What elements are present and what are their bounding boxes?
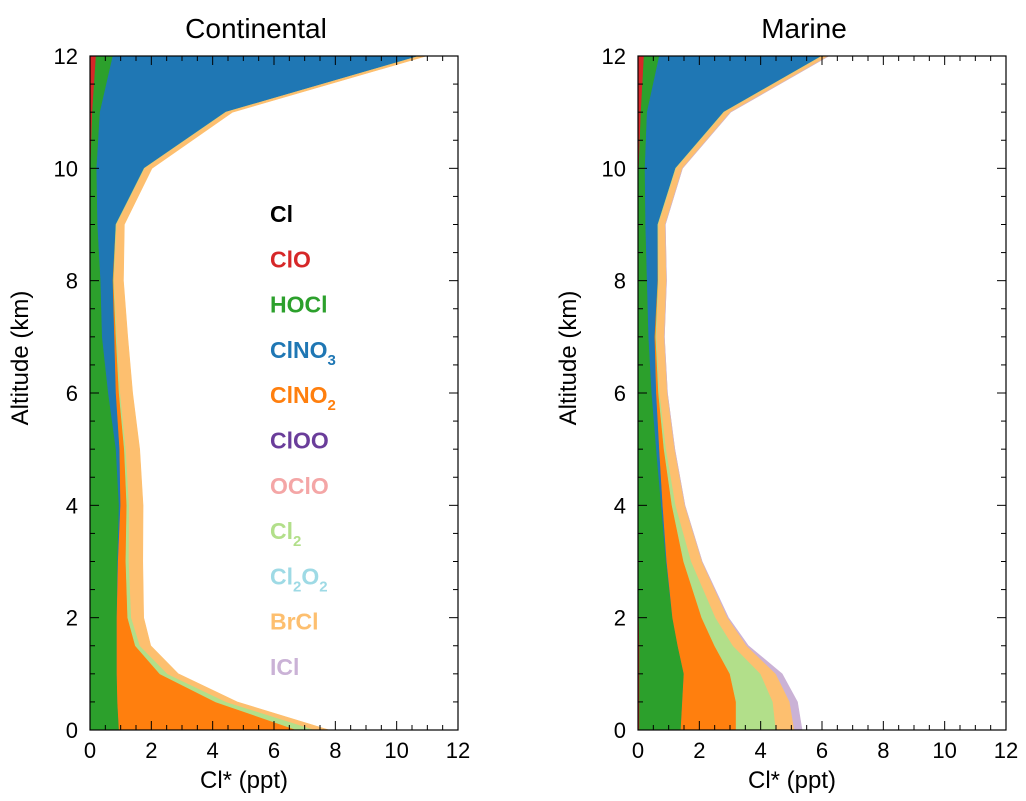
x-tick-label: 6: [816, 738, 828, 763]
x-tick-label: 2: [693, 738, 705, 763]
legend-label-subscript: 2: [319, 578, 327, 595]
axis-ticks: [89, 55, 459, 731]
x-axis-label: Cl* (ppt): [748, 767, 836, 794]
x-tick-label: 10: [384, 738, 408, 763]
y-tick-label: 8: [614, 269, 626, 294]
legend-item-hocl: HOCl: [270, 292, 328, 318]
y-tick-label: 0: [66, 718, 78, 743]
legend-label: Cl: [270, 563, 293, 589]
legend-item-cl2: Cl2: [270, 518, 301, 550]
legend-label: BrCl: [270, 609, 319, 635]
legend-item-clo: ClO: [270, 246, 311, 272]
panel-marine: 0 2 4 6 8 10 12 0 2 4 6 8 10 12 Marine Cl* (ppt) Altitud…: [555, 13, 1018, 794]
legend-item-cl2o2: Cl2O2: [270, 563, 328, 595]
legend-label-part: O: [301, 563, 319, 589]
legend-label: ClO: [270, 246, 311, 272]
y-tick-label: 6: [66, 381, 78, 406]
y-tick-label: 12: [602, 44, 626, 69]
y-tick-label: 6: [614, 381, 626, 406]
chart-title: Continental: [185, 13, 327, 44]
y-axis-label: Altitude (km): [555, 291, 582, 426]
area-icl: [664, 56, 829, 730]
legend-label: HOCl: [270, 292, 328, 318]
legend: ClClOHOClClNO3ClNO2ClOOOClOCl2Cl2O2BrClI…: [270, 201, 336, 680]
legend-label: ClNO: [270, 337, 328, 363]
x-tick-label: 10: [932, 738, 956, 763]
x-tick-label: 4: [755, 738, 767, 763]
legend-label-subscript: 2: [293, 578, 301, 595]
legend-label: ClOO: [270, 428, 329, 454]
area-brcl: [113, 56, 427, 730]
x-tick-label: 12: [994, 738, 1018, 763]
legend-item-clno2: ClNO2: [270, 382, 336, 414]
stacked-areas: [638, 56, 830, 730]
legend-label-subscript: 2: [328, 397, 336, 414]
legend-label: Cl: [270, 518, 293, 544]
legend-item-brcl: BrCl: [270, 609, 319, 635]
x-tick-label: 4: [207, 738, 219, 763]
x-tick-label: 12: [446, 738, 470, 763]
x-tick-label: 8: [877, 738, 889, 763]
panel-continental: 0 2 4 6 8 10 12 0 2 4 6 8 10 12 Continental Cl* (ppt) Al…: [7, 13, 470, 794]
legend-label: ICl: [270, 654, 299, 680]
legend-label-subscript: 2: [293, 533, 301, 550]
legend-label: ClNO: [270, 382, 328, 408]
y-axis-label: Altitude (km): [7, 291, 34, 426]
legend-item-clno3: ClNO3: [270, 337, 336, 369]
y-tick-label: 10: [54, 156, 78, 181]
legend-item-cloo: ClOO: [270, 428, 329, 454]
y-tick-label: 8: [66, 269, 78, 294]
x-tick-label: 0: [632, 738, 644, 763]
y-tick-label: 10: [602, 156, 626, 181]
x-tick-label: 8: [329, 738, 341, 763]
legend-item-cl: Cl: [270, 201, 293, 227]
x-tick-label: 2: [145, 738, 157, 763]
axis-ticks: [637, 55, 1007, 731]
y-tick-label: 4: [614, 493, 626, 518]
legend-item-icl: ICl: [270, 654, 299, 680]
y-tick-label: 2: [614, 606, 626, 631]
y-tick-label: 2: [66, 606, 78, 631]
legend-label: Cl: [270, 201, 293, 227]
x-axis-label: Cl* (ppt): [200, 767, 288, 794]
y-tick-label: 12: [54, 44, 78, 69]
chart-title: Marine: [761, 13, 847, 44]
legend-label-subscript: 3: [328, 352, 336, 369]
legend-item-oclo: OClO: [270, 473, 329, 499]
y-tick-label: 4: [66, 493, 78, 518]
y-tick-label: 0: [614, 718, 626, 743]
x-tick-label: 0: [84, 738, 96, 763]
stacked-areas: [90, 56, 427, 730]
x-tick-label: 6: [268, 738, 280, 763]
area-clo: [90, 56, 97, 730]
legend-label: OClO: [270, 473, 329, 499]
